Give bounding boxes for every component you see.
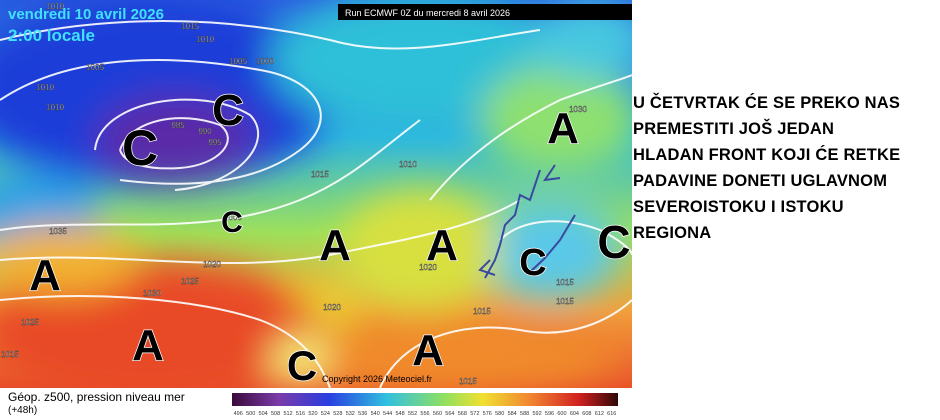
isobar-label: 1020	[419, 263, 437, 272]
color-scale-label: 588	[520, 411, 529, 417]
color-scale-label: 584	[508, 411, 517, 417]
color-scale-bar	[232, 393, 618, 406]
isobar-label: 1035	[49, 227, 67, 236]
color-scale-label: 560	[433, 411, 442, 417]
color-scale-label: 544	[383, 411, 392, 417]
pressure-center: A	[319, 221, 351, 270]
color-scale-label: 556	[420, 411, 429, 417]
color-scale-labels: 496 500 504 508 512 516 520 524 528 532 536 540 544 5…	[234, 411, 617, 417]
run-label: Run ECMWF 0Z du mercredi 8 avril 2026	[345, 8, 510, 18]
pressure-centers: C C C A A A A A C A C C	[28, 85, 631, 388]
date-label: vendredi 10 avril 2026	[8, 6, 164, 23]
pressure-center: A	[132, 321, 164, 370]
announcement-line: SEVEROISTOKU I ISTOKU	[633, 198, 844, 216]
color-scale-label: 548	[396, 411, 405, 417]
pressure-center: C	[122, 120, 158, 176]
isobar-label: 1030	[569, 105, 587, 114]
color-scale-label: 616	[607, 411, 616, 417]
isobar-labels: 1010 1015 1010 1005 1005 1000 1010 1010 985 990 99…	[1, 2, 588, 386]
announcement-line: PADAVINE DONETI UGLAVNOM	[633, 172, 888, 190]
isobar-label: 1025	[181, 277, 199, 286]
color-scale-label: 572	[470, 411, 479, 417]
pressure-center: A	[29, 251, 61, 300]
color-scale-label: 600	[557, 411, 566, 417]
pressure-center: A	[426, 221, 458, 270]
color-scale-label: 568	[458, 411, 467, 417]
pressure-center: C	[597, 216, 630, 268]
isobar-label: 1005	[229, 57, 247, 66]
isobar-label: 1010	[36, 83, 54, 92]
isobar-label: 1010	[46, 2, 64, 11]
isobar-label: 1025	[21, 318, 39, 327]
isobar-label: 990	[198, 127, 212, 136]
announcement: U ČETVRTAK ĆE SE PREKO NAS PREMESTITI JOŠ…	[633, 90, 938, 246]
isobars	[0, 20, 632, 388]
announcement-line: REGIONA	[633, 224, 712, 242]
color-scale-label: 608	[582, 411, 591, 417]
run-banner	[338, 4, 632, 20]
isobar-label: 1000	[256, 57, 274, 66]
color-scale-label: 532	[346, 411, 355, 417]
announcement-line: PREMESTITI JOŠ JEDAN	[633, 120, 835, 138]
footer-step: (+48h)	[8, 405, 38, 416]
isobar-label: 1020	[323, 303, 341, 312]
isobar-label: 1015	[556, 278, 574, 287]
color-scale-label: 504	[259, 411, 268, 417]
color-scale-label: 576	[483, 411, 492, 417]
isobar-label: 1000	[224, 213, 242, 222]
isobar-label: 1030	[143, 289, 161, 298]
isobar-label: 1015	[311, 170, 329, 179]
pressure-center: C	[221, 206, 243, 239]
pressure-center: A	[412, 326, 444, 375]
color-scale-label: 596	[545, 411, 554, 417]
color-scale-label: 508	[271, 411, 280, 417]
color-scale-label: 612	[595, 411, 604, 417]
pressure-center: C	[519, 242, 546, 284]
color-scale-label: 528	[333, 411, 342, 417]
isobar-label: 1020	[203, 260, 221, 269]
color-scale-label: 496	[234, 411, 243, 417]
isobar-label: 1015	[556, 297, 574, 306]
announcement-line: U ČETVRTAK ĆE SE PREKO NAS	[633, 94, 901, 112]
isobar-label: 1015	[181, 22, 199, 31]
color-scale-label: 524	[321, 411, 330, 417]
color-scale-label: 536	[358, 411, 367, 417]
color-scale-label: 520	[308, 411, 317, 417]
isobar-label: 1010	[196, 35, 214, 44]
isobar-label: 1015	[459, 377, 477, 386]
color-scale-label: 564	[445, 411, 454, 417]
isobar-label: 1015	[473, 307, 491, 316]
color-scale: 496 500 504 508 512 516 520 524 528 532 536 540 544 5…	[232, 393, 618, 417]
front-lines	[478, 164, 576, 279]
color-scale-label: 516	[296, 411, 305, 417]
isobar-label: 1015	[1, 350, 19, 359]
pressure-center: A	[547, 104, 579, 153]
announcement-line: HLADAN FRONT KOJI ĆE RETKE	[633, 146, 901, 164]
color-scale-label: 540	[371, 411, 380, 417]
pressure-center: C	[287, 342, 317, 388]
color-scale-label: 604	[570, 411, 579, 417]
footer-label: Géop. z500, pression niveau mer	[8, 390, 185, 404]
color-scale-label: 580	[495, 411, 504, 417]
isobar-label: 985	[171, 121, 185, 130]
color-scale-label: 552	[408, 411, 417, 417]
time-label: 2:00 locale	[8, 26, 95, 45]
copyright: Copyright 2026 Meteociel.fr	[322, 374, 432, 384]
weather-map: Run ECMWF 0Z du mercredi 8 avril 2026 ve…	[0, 0, 632, 388]
isobar-label: 1010	[399, 160, 417, 169]
color-scale-label: 592	[532, 411, 541, 417]
pressure-center: C	[212, 86, 244, 135]
isobar-label: 1010	[46, 103, 64, 112]
isobar-label: 995	[208, 138, 222, 147]
color-scale-label: 512	[283, 411, 292, 417]
isobar-label: 1005	[86, 63, 104, 72]
color-scale-label: 500	[246, 411, 255, 417]
